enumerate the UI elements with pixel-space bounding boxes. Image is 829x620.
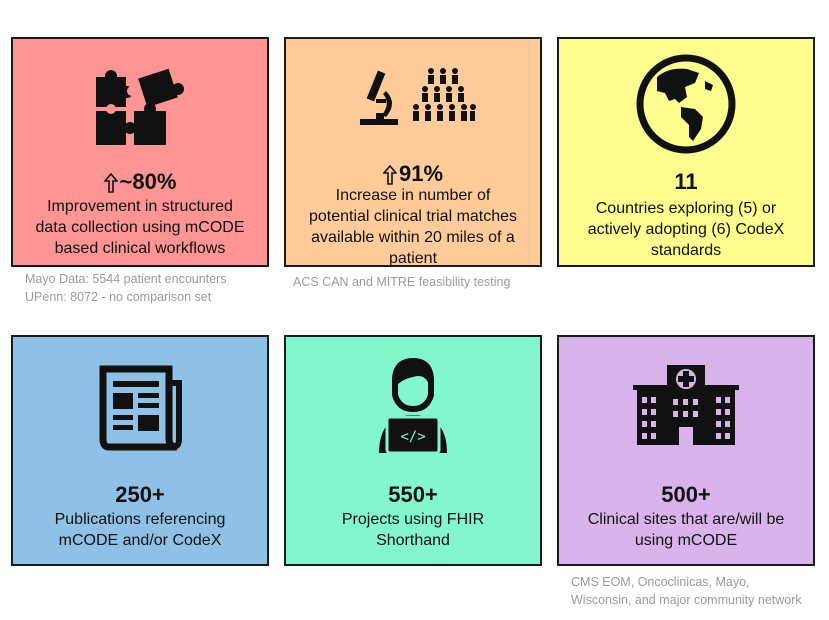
metric-text: 91%	[398, 161, 444, 186]
up-arrow-icon	[103, 173, 118, 193]
note-card6: CMS EOM, Oncoclinicas, Mayo, Wisconsin, …	[571, 575, 802, 607]
globe-icon	[636, 54, 736, 154]
card-structured-data: ~80% Improvement in structured data coll…	[11, 37, 269, 267]
metric-text: 11	[674, 169, 698, 194]
metric-value: 11	[559, 169, 813, 195]
metric-description: Clinical sites that are/will be using mC…	[587, 511, 785, 549]
metric-value: 550+	[286, 482, 540, 508]
metric-description: Projects using FHIR Shorthand	[341, 511, 485, 549]
card-trial-matches: 91% Increase in number of potential clin…	[284, 37, 542, 267]
note-card2: ACS CAN and MITRE feasibility testing	[293, 275, 511, 289]
metric-value: 500+	[559, 482, 813, 508]
card-publications: 250+ Publications referencing mCODE and/…	[11, 335, 269, 566]
metric-value: 250+	[13, 482, 267, 508]
note-card1: Mayo Data: 5544 patient encounters UPenn…	[25, 272, 227, 304]
metric-description: Publications referencing mCODE and/or Co…	[54, 511, 226, 549]
metric-description: Increase in number of potential clinical…	[308, 187, 518, 267]
metric-description: Improvement in structured data collectio…	[35, 198, 245, 257]
svg-text:</>: </>	[400, 429, 425, 445]
people-group-icon	[413, 68, 476, 121]
metric-description: Countries exploring (5) or actively adop…	[587, 200, 785, 259]
metric-text: ~80%	[119, 169, 177, 194]
card-countries: 11 Countries exploring (5) or actively a…	[557, 37, 815, 267]
newspaper-icon	[99, 365, 182, 451]
microscope-icon	[360, 70, 398, 125]
card-clinical-sites: 500+ Clinical sites that are/will be usi…	[557, 335, 815, 566]
metric-text: 550+	[388, 482, 438, 507]
developer-icon: </>	[379, 357, 447, 455]
up-arrow-icon	[382, 165, 397, 185]
metric-text: 500+	[661, 482, 711, 507]
puzzle-icon	[96, 68, 184, 145]
card-projects: </> 550+ Projects using FHIR Shorthand	[284, 335, 542, 566]
hospital-icon	[633, 365, 739, 445]
metric-value: ~80%	[13, 169, 267, 195]
metric-value: 91%	[286, 161, 540, 187]
metric-text: 250+	[115, 482, 165, 507]
